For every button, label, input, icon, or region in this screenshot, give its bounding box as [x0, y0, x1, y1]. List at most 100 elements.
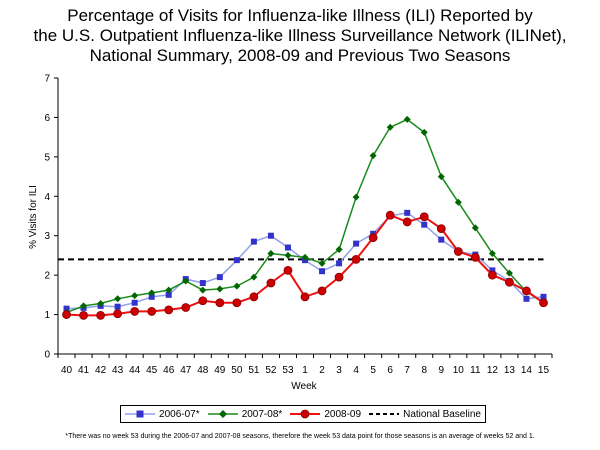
- data-point-square: [131, 299, 138, 306]
- data-point-circle: [198, 296, 208, 306]
- title-line-3: National Summary, 2008-09 and Previous T…: [89, 46, 511, 65]
- data-point-circle: [351, 254, 361, 264]
- data-point-diamond: [199, 286, 207, 294]
- chart-title: Percentage of Visits for Influenza-like …: [0, 6, 600, 66]
- legend-item-2006-07: 2006-07*: [125, 409, 200, 420]
- legend-swatch-dashed-line-icon: [369, 413, 400, 415]
- data-point-circle: [419, 212, 429, 222]
- data-point-diamond: [352, 193, 360, 201]
- data-point-diamond: [114, 295, 122, 303]
- data-point-square: [216, 274, 223, 281]
- x-tick-label: 7: [404, 365, 410, 376]
- data-point-diamond: [80, 302, 88, 310]
- x-tick-label: 8: [421, 365, 427, 376]
- data-point-circle: [181, 303, 191, 312]
- legend-item-2007-08: 2007-08*: [207, 409, 282, 420]
- x-axis-label: Week: [291, 381, 317, 392]
- data-point-circle: [334, 272, 344, 282]
- x-tick-label: 41: [78, 365, 90, 376]
- x-tick-label: 15: [538, 365, 550, 376]
- data-point-circle: [402, 217, 412, 227]
- data-point-diamond: [335, 246, 343, 254]
- data-point-circle: [300, 292, 310, 302]
- x-tick-label: 50: [231, 365, 243, 376]
- x-tick-label: 52: [265, 365, 277, 376]
- data-point-diamond: [471, 224, 479, 232]
- title-line-2: the U.S. Outpatient Influenza-like Illne…: [33, 26, 567, 45]
- data-point-diamond: [216, 285, 224, 293]
- data-point-diamond: [233, 282, 241, 290]
- x-tick-label: 44: [129, 365, 141, 376]
- data-point-circle: [368, 233, 378, 243]
- data-point-diamond: [148, 289, 156, 297]
- x-tick-label: 40: [61, 365, 73, 376]
- x-tick-label: 51: [248, 365, 260, 376]
- data-point-circle: [164, 305, 174, 315]
- data-point-diamond: [97, 300, 105, 308]
- data-point-circle: [283, 266, 293, 275]
- data-point-circle: [62, 310, 71, 319]
- data-point-circle: [487, 270, 497, 280]
- data-point-circle: [522, 286, 531, 296]
- data-point-circle: [470, 252, 480, 262]
- x-tick-label: 43: [112, 365, 124, 376]
- legend-item-2008-09: 2008-09: [290, 409, 361, 420]
- data-point-diamond: [386, 123, 394, 131]
- data-point-circle: [266, 278, 276, 288]
- data-point-diamond: [403, 115, 411, 123]
- data-point-circle: [249, 292, 259, 302]
- data-point-circle: [317, 286, 327, 296]
- y-tick-label: 7: [44, 74, 50, 85]
- x-tick-label: 11: [470, 365, 481, 376]
- data-point-diamond: [420, 128, 428, 136]
- x-tick-label: 47: [180, 365, 192, 376]
- data-point-circle: [130, 307, 140, 316]
- data-point-circle: [505, 277, 514, 287]
- data-point-circle: [232, 298, 242, 308]
- chart-legend: 2006-07* 2007-08* 2008-09 National Basel…: [120, 405, 486, 423]
- x-tick-label: 12: [487, 365, 499, 376]
- x-tick-label: 6: [387, 365, 393, 376]
- y-axis-label: % Visits for ILI: [28, 185, 39, 249]
- legend-swatch-diamond-icon: [207, 410, 238, 418]
- data-point-square: [438, 236, 445, 243]
- y-tick-label: 5: [44, 152, 50, 163]
- y-tick-label: 6: [44, 113, 50, 124]
- data-point-square: [404, 209, 411, 216]
- x-tick-label: 49: [214, 365, 226, 376]
- data-point-square: [114, 303, 121, 310]
- data-point-diamond: [454, 198, 462, 206]
- data-point-circle: [453, 247, 463, 256]
- legend-label-2006-07: 2006-07*: [159, 408, 200, 420]
- data-point-square: [319, 268, 326, 275]
- series-line: [66, 118, 544, 314]
- x-tick-label: 1: [302, 365, 308, 376]
- data-point-diamond: [318, 259, 326, 267]
- data-point-square: [523, 295, 530, 302]
- data-point-circle: [385, 210, 395, 220]
- footnote: *There was no week 53 during the 2006-07…: [65, 433, 535, 440]
- data-point-square: [336, 260, 343, 267]
- data-point-diamond: [165, 286, 173, 294]
- data-point-square: [165, 291, 172, 298]
- data-point-diamond: [284, 251, 292, 259]
- data-point-diamond: [250, 273, 258, 281]
- data-point-circle: [147, 307, 157, 316]
- data-point-circle: [539, 298, 548, 308]
- data-point-circle: [113, 309, 123, 319]
- data-point-circle: [436, 224, 446, 234]
- x-tick-label: 42: [95, 365, 107, 376]
- data-point-circle: [96, 310, 105, 320]
- x-tick-label: 3: [336, 365, 342, 376]
- data-point-square: [421, 221, 428, 228]
- data-point-square: [233, 257, 240, 264]
- y-tick-label: 3: [44, 231, 50, 242]
- data-point-circle: [215, 298, 225, 308]
- x-tick-label: 13: [504, 365, 516, 376]
- data-point-circle: [79, 310, 88, 320]
- x-tick-label: 10: [453, 365, 465, 376]
- legend-label-baseline: National Baseline: [403, 408, 481, 420]
- data-point-square: [489, 267, 496, 274]
- series-200809: [62, 210, 548, 320]
- data-point-square: [148, 293, 155, 300]
